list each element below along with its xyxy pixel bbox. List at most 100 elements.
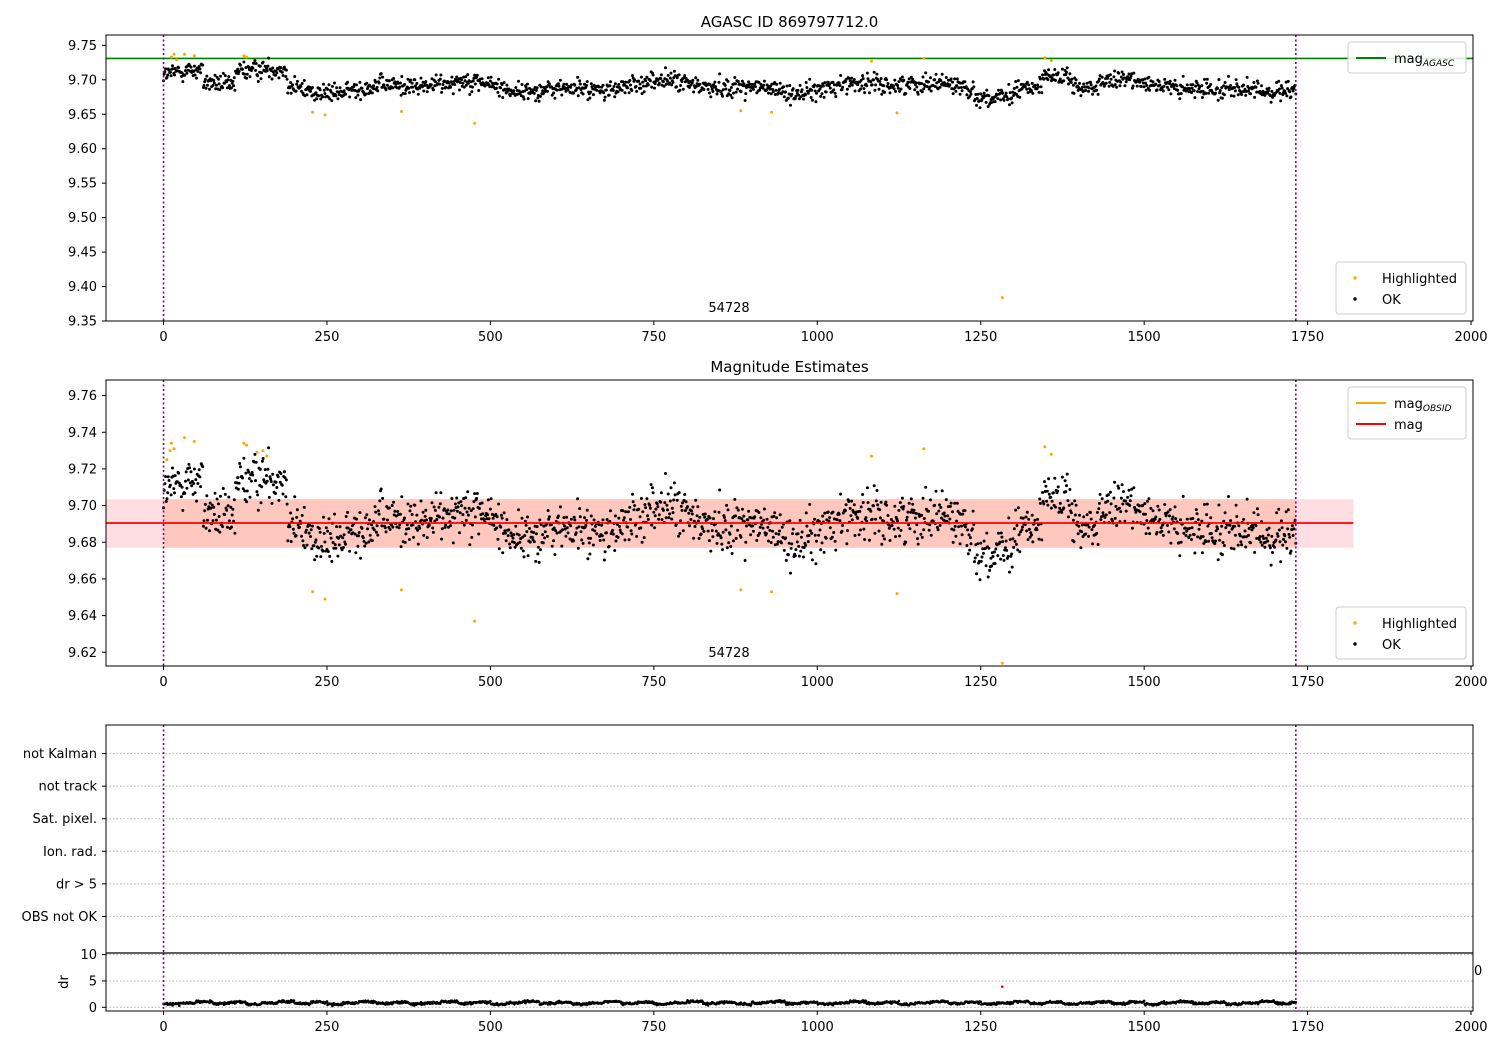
estimates-highlighted-point	[172, 447, 176, 451]
agasc-ytick-label: 9.55	[68, 177, 97, 192]
agasc-ok-point	[659, 73, 663, 77]
estimates-ytick-label: 9.70	[68, 499, 97, 514]
estimates-ok-point	[828, 526, 832, 530]
agasc-ok-point	[1179, 92, 1183, 95]
agasc-ok-point	[938, 85, 942, 89]
agasc-ok-point	[497, 94, 501, 98]
agasc-ok-point	[650, 85, 654, 89]
agasc-ok-point	[464, 83, 468, 87]
estimates-ok-point	[1106, 493, 1110, 497]
agasc-ok-point	[892, 87, 896, 91]
agasc-ok-point	[496, 90, 500, 94]
estimates-ok-point	[993, 562, 997, 565]
estimates-ok-point	[645, 497, 649, 501]
estimates-ok-point	[957, 525, 961, 529]
agasc-ok-point	[927, 80, 930, 84]
agasc-ok-point	[680, 80, 684, 84]
estimates-ok-point	[745, 524, 748, 528]
estimates-ok-point	[1182, 531, 1186, 535]
estimates-ok-point	[702, 529, 706, 533]
estimates-ok-point	[1157, 508, 1161, 512]
agasc-ok-point	[1012, 94, 1016, 97]
estimates-ok-point	[1112, 496, 1116, 500]
agasc-ok-point	[418, 86, 422, 90]
agasc-ok-point	[900, 75, 904, 79]
estimates-ok-point	[690, 512, 694, 516]
agasc-ok-point	[1071, 83, 1075, 87]
estimates-ok-point	[505, 518, 509, 522]
estimates-ok-point	[632, 508, 636, 512]
agasc-ok-point	[718, 72, 722, 76]
agasc-ok-point	[286, 91, 290, 95]
estimates-ok-point	[1229, 546, 1233, 550]
estimates-ok-point	[1220, 524, 1224, 528]
estimates-ok-point	[458, 531, 461, 535]
estimates-ok-point	[1079, 546, 1083, 550]
estimates-1-legend-marker	[1353, 621, 1357, 625]
agasc-ok-point	[416, 92, 420, 96]
agasc-ok-point	[659, 77, 663, 80]
flags-frame	[105, 724, 1474, 954]
estimates-ok-point	[916, 537, 919, 541]
agasc-ok-point	[586, 98, 590, 102]
agasc-ok-point	[1155, 88, 1159, 92]
estimates-ok-point	[611, 528, 615, 532]
estimates-ok-point	[266, 467, 270, 471]
agasc-ok-point	[762, 79, 766, 83]
estimates-ok-point	[1018, 550, 1022, 554]
estimates-ok-point	[435, 518, 439, 521]
estimates-ok-point	[641, 510, 645, 514]
estimates-ok-point	[1238, 534, 1242, 538]
estimates-ok-point	[486, 498, 490, 502]
estimates-ok-point	[1054, 505, 1057, 509]
estimates-ok-point	[1286, 527, 1290, 531]
estimates-ok-point	[1056, 489, 1060, 493]
agasc-ok-point	[475, 73, 479, 77]
estimates-ok-point	[838, 519, 842, 523]
estimates-ok-point	[827, 519, 831, 523]
estimates-ok-point	[318, 530, 322, 534]
estimates-ok-point	[613, 514, 617, 518]
agasc-ok-point	[922, 87, 926, 91]
estimates-ok-point	[963, 509, 967, 513]
estimates-ok-point	[949, 501, 953, 505]
agasc-ok-point	[929, 89, 933, 93]
agasc-ok-point	[603, 95, 607, 99]
estimates-ok-point	[269, 480, 273, 483]
estimates-ok-point	[1141, 503, 1145, 507]
estimates-ok-point	[187, 462, 191, 466]
estimates-ok-point	[905, 518, 908, 522]
agasc-ok-point	[495, 86, 499, 90]
estimates-ok-point	[881, 534, 885, 538]
agasc-ok-point	[1286, 79, 1290, 83]
estimates-ok-point	[309, 528, 313, 532]
dr-ok-point	[897, 999, 901, 1003]
agasc-ok-point	[204, 86, 208, 90]
estimates-ok-point	[218, 530, 222, 534]
estimates-ok-point	[1115, 524, 1119, 527]
agasc-ok-point	[709, 95, 713, 99]
agasc-ok-point	[595, 88, 599, 92]
agasc-ok-point	[1238, 89, 1242, 93]
agasc-ok-point	[933, 85, 937, 88]
estimates-ok-point	[979, 541, 983, 545]
estimates-ok-point	[509, 531, 513, 535]
estimates-ok-point	[823, 511, 827, 515]
estimates-ok-point	[689, 518, 693, 521]
agasc-ok-point	[1218, 91, 1222, 95]
estimates-ok-point	[550, 544, 554, 548]
agasc-ok-point	[630, 89, 634, 92]
agasc-ok-point	[1173, 78, 1177, 82]
agasc-ok-point	[620, 88, 624, 92]
estimates-ok-point	[729, 545, 733, 548]
agasc-ok-point	[653, 86, 656, 90]
agasc-ok-point	[982, 91, 986, 95]
estimates-ok-point	[555, 531, 559, 535]
agasc-ok-point	[675, 85, 678, 89]
estimates-highlighted-point	[245, 443, 249, 447]
estimates-ok-point	[1138, 510, 1142, 514]
estimates-ok-point	[1176, 532, 1180, 536]
estimates-ok-point	[261, 457, 265, 460]
estimates-ok-point	[1049, 506, 1053, 510]
agasc-ok-point	[1227, 88, 1231, 92]
